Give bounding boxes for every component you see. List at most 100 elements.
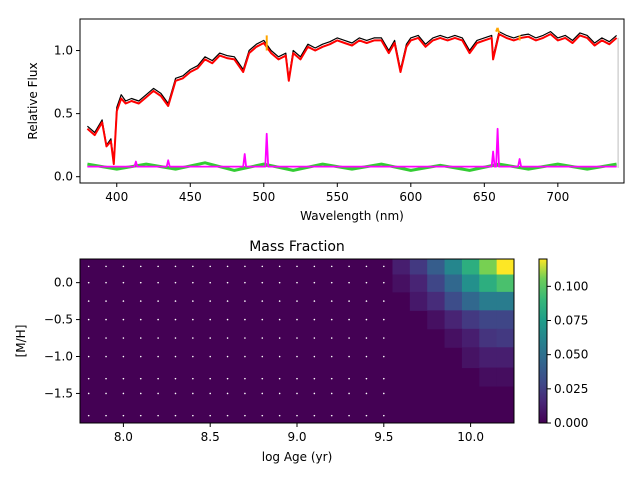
heatmap-grid-point — [174, 265, 177, 268]
heatmap-cell — [427, 274, 446, 293]
heatmap-grid-point — [244, 414, 246, 417]
heatmap-grid-point — [244, 355, 246, 358]
heatmap-grid-point — [192, 355, 194, 358]
heatmap-grid-point — [313, 337, 316, 339]
heatmap-grid-point — [348, 377, 350, 380]
heatmap-grid-point — [348, 318, 350, 321]
heatmap-grid-point — [383, 318, 385, 321]
heatmap-grid-point — [87, 414, 90, 417]
heatmap-grid-point — [192, 300, 194, 302]
heatmap-grid-point — [330, 377, 333, 380]
heatmap-grid-point — [348, 414, 350, 417]
heatmap-grid-point — [365, 392, 368, 395]
heatmap-cell — [444, 310, 463, 330]
heatmap-grid-point — [139, 355, 142, 358]
heatmap-grid-point — [139, 318, 142, 321]
heatmap-grid-point — [278, 265, 281, 268]
heatmap-grid-point — [226, 355, 229, 358]
heatmap-grid-point — [278, 392, 281, 395]
heatmap-grid-point — [296, 337, 298, 339]
heatmap-grid-point — [348, 281, 350, 284]
heatmap-cell — [496, 310, 514, 330]
heatmap-y-tick-label: −1.5 — [44, 386, 73, 400]
heatmap-grid-point — [261, 414, 264, 417]
spectrum-y-ticks: 0.0 0.5 1.0 — [54, 44, 80, 184]
spectrum-x-tick-label: 600 — [399, 190, 422, 204]
heatmap-grid-point — [330, 265, 333, 268]
heatmap-grid-point — [296, 281, 298, 284]
heatmap-grid-point — [87, 392, 90, 395]
heatmap-grid-point — [261, 337, 264, 339]
heatmap-grid-point — [174, 355, 177, 358]
heatmap-grid-point — [330, 318, 333, 321]
heatmap-grid-point — [87, 377, 90, 380]
spectrum-series-emission — [87, 127, 617, 168]
spectrum-x-tick-label: 450 — [179, 190, 202, 204]
heatmap-x-axis-label: log Age (yr) — [262, 450, 333, 464]
heatmap-cell — [461, 328, 480, 348]
heatmap-grid-point — [105, 337, 107, 339]
spectrum-x-axis-label: Wavelength (nm) — [300, 209, 404, 223]
heatmap-grid-point — [244, 265, 246, 268]
heatmap-cell — [496, 274, 514, 293]
heatmap-grid-point — [296, 392, 298, 395]
heatmap-grid-point — [226, 337, 229, 339]
heatmap-grid-point — [226, 265, 229, 268]
heatmap-cell — [392, 274, 411, 293]
heatmap-grid-point — [209, 300, 211, 302]
heatmap-x-ticks: 8.0 8.5 9.0 9.5 10.0 — [114, 423, 484, 444]
heatmap-grid-point — [174, 281, 177, 284]
heatmap-cell — [461, 347, 480, 369]
heatmap-grid-point — [296, 414, 298, 417]
heatmap-cell — [427, 291, 446, 311]
heatmap-cell — [461, 291, 480, 311]
heatmap-grid-point — [87, 355, 90, 358]
heatmap-grid-point — [122, 355, 125, 358]
spectrum-y-tick-label: 0.5 — [54, 107, 73, 121]
heatmap-grid-point — [174, 377, 177, 380]
heatmap-grid-point — [296, 355, 298, 358]
heatmap-grid-point — [330, 337, 333, 339]
mass-fraction-panel: Mass Fraction 8.0 8.5 9.0 9.5 10.0 0.0 −0.5 −1… — [14, 239, 588, 464]
heatmap-cell — [479, 347, 498, 369]
heatmap-grid-point — [348, 355, 350, 358]
heatmap-grid-point — [157, 355, 159, 358]
heatmap-cell — [496, 347, 514, 369]
heatmap-grid-point — [313, 377, 316, 380]
colorbar — [538, 258, 548, 424]
heatmap-cell — [479, 259, 498, 276]
heatmap-cell — [409, 291, 428, 311]
heatmap-grid-point — [365, 265, 368, 268]
heatmap-grid-point — [209, 265, 211, 268]
heatmap-grid-point — [105, 414, 107, 417]
heatmap-cell — [461, 310, 480, 330]
spectrum-lines — [86, 27, 619, 172]
heatmap-cell — [427, 310, 446, 330]
heatmap-grid-point — [174, 318, 177, 321]
heatmap-grid-point — [87, 281, 90, 284]
heatmap-grid-point — [261, 377, 264, 380]
spectrum-x-tick-label: 550 — [326, 190, 349, 204]
spectrum-panel: 400 450 500 550 600 650 700 0.0 0.5 1.0 Waveleng… — [26, 18, 625, 223]
heatmap-grid-point — [105, 281, 107, 284]
colorbar-tick-label: 0.000 — [554, 416, 588, 430]
heatmap-grid-point — [105, 377, 107, 380]
heatmap-grid-point — [139, 281, 142, 284]
heatmap-grid-point — [209, 337, 211, 339]
heatmap-grid-point — [313, 318, 316, 321]
heatmap-grid-point — [365, 377, 368, 380]
heatmap-grid-point — [139, 414, 142, 417]
heatmap-grid-point — [244, 281, 246, 284]
heatmap-grid-point — [174, 300, 177, 302]
heatmap-grid-point — [348, 337, 350, 339]
spectrum-masked-segment — [496, 27, 500, 34]
heatmap-grid-point — [244, 377, 246, 380]
heatmap-grid-point — [192, 337, 194, 339]
heatmap-cell — [496, 291, 514, 311]
spectrum-x-ticks: 400 450 500 550 600 650 700 — [105, 183, 569, 204]
heatmap-grid-point — [139, 337, 142, 339]
heatmap-grid-point — [226, 281, 229, 284]
heatmap-cell — [409, 259, 428, 276]
heatmap-grid-point — [296, 300, 298, 302]
heatmap-grid-point — [122, 337, 125, 339]
